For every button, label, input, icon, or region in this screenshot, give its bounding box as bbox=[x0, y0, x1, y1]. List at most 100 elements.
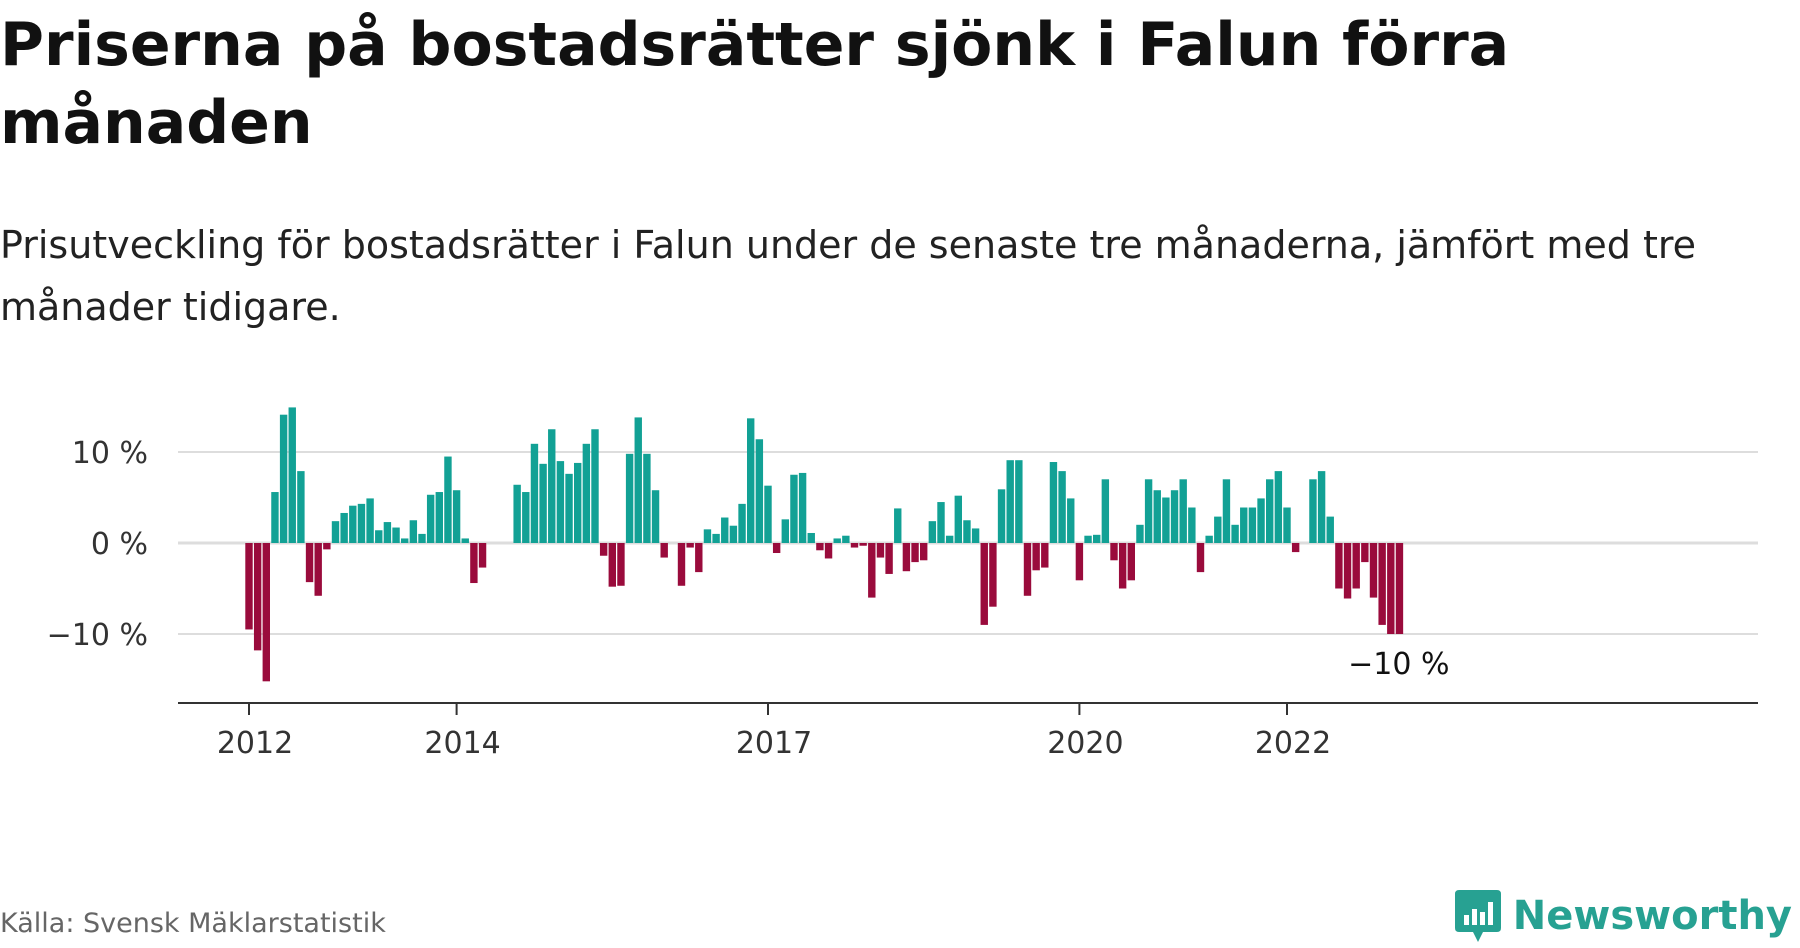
bar bbox=[876, 543, 885, 558]
bar bbox=[253, 543, 262, 651]
x-tick-label: 2022 bbox=[1255, 726, 1331, 761]
bar bbox=[695, 543, 703, 573]
bar bbox=[781, 519, 789, 543]
x-tick-label: 2014 bbox=[424, 726, 500, 761]
bar bbox=[513, 484, 521, 543]
bar bbox=[954, 495, 962, 543]
y-axis-labels: 10 % 0 % −10 % bbox=[47, 436, 148, 653]
bar bbox=[1075, 543, 1084, 581]
bar bbox=[323, 543, 331, 550]
bar bbox=[349, 505, 357, 543]
bar bbox=[452, 490, 461, 543]
bar bbox=[920, 543, 928, 561]
y-tick-label: −10 % bbox=[47, 618, 148, 653]
bar bbox=[911, 543, 919, 563]
bar bbox=[1274, 471, 1283, 543]
bar bbox=[824, 543, 833, 559]
x-tick-label: 2020 bbox=[1047, 726, 1123, 761]
bar bbox=[1266, 479, 1274, 543]
bar bbox=[902, 543, 911, 572]
bar bbox=[426, 494, 435, 543]
bar bbox=[712, 533, 720, 543]
bar bbox=[1257, 498, 1265, 543]
x-tick-label: 2017 bbox=[736, 726, 812, 761]
bar bbox=[1387, 543, 1395, 634]
bar bbox=[1110, 543, 1118, 561]
bar bbox=[1240, 507, 1248, 543]
bar bbox=[1032, 543, 1040, 571]
bar bbox=[1361, 543, 1369, 563]
y-tick-label: 10 % bbox=[72, 436, 148, 471]
bar bbox=[556, 461, 565, 543]
bar bbox=[314, 543, 322, 596]
bar bbox=[738, 503, 746, 543]
bar bbox=[1136, 524, 1144, 543]
bar bbox=[1101, 479, 1110, 543]
bar bbox=[980, 543, 988, 625]
brand-name: Newsworthy bbox=[1512, 893, 1792, 939]
bar bbox=[677, 543, 686, 586]
bar-chart-speech-bubble-icon bbox=[1454, 890, 1501, 942]
bar bbox=[1084, 535, 1092, 543]
bar bbox=[297, 471, 305, 543]
bar bbox=[816, 543, 824, 551]
source-note: Källa: Svensk Mäklarstatistik bbox=[0, 908, 386, 939]
bar bbox=[790, 474, 798, 543]
bar bbox=[772, 543, 781, 554]
bar bbox=[530, 443, 539, 543]
bar bbox=[401, 538, 409, 543]
bar bbox=[651, 490, 660, 543]
bar bbox=[989, 543, 997, 607]
bar bbox=[279, 414, 288, 543]
bar bbox=[1214, 516, 1222, 543]
bar bbox=[1317, 471, 1326, 543]
bar bbox=[617, 543, 625, 586]
bar bbox=[1041, 543, 1049, 568]
bar bbox=[1058, 471, 1066, 543]
bar bbox=[331, 521, 340, 543]
bar bbox=[798, 472, 807, 543]
bar bbox=[375, 530, 383, 543]
bar bbox=[686, 543, 694, 548]
bar bbox=[1170, 490, 1179, 543]
bar bbox=[643, 453, 651, 543]
bar bbox=[894, 508, 902, 543]
bar bbox=[288, 407, 296, 543]
bar bbox=[461, 538, 469, 543]
bar bbox=[729, 525, 738, 543]
bar bbox=[599, 543, 608, 556]
bar bbox=[262, 543, 270, 682]
bar bbox=[478, 543, 487, 568]
bar bbox=[1395, 543, 1404, 634]
bar bbox=[937, 502, 945, 543]
bar bbox=[591, 429, 599, 543]
bar bbox=[963, 520, 971, 543]
bar bbox=[383, 522, 392, 543]
bars bbox=[245, 407, 1404, 682]
bar bbox=[418, 533, 426, 543]
bar bbox=[928, 521, 937, 543]
bar bbox=[357, 503, 366, 543]
bar bbox=[945, 535, 954, 543]
bar bbox=[1343, 543, 1352, 599]
bar bbox=[625, 453, 634, 543]
bar bbox=[340, 512, 348, 543]
bar bbox=[271, 492, 279, 543]
bar bbox=[582, 443, 591, 543]
bar bbox=[470, 543, 478, 584]
bar bbox=[721, 517, 729, 543]
bar bbox=[660, 543, 668, 558]
bar bbox=[366, 498, 374, 543]
bar bbox=[1283, 507, 1291, 543]
bar bbox=[755, 439, 764, 543]
bar bbox=[842, 535, 850, 543]
bar bbox=[1049, 462, 1058, 543]
brand-logo[interactable]: Newsworthy bbox=[1453, 888, 1792, 944]
bar bbox=[435, 492, 443, 543]
bar bbox=[1326, 516, 1334, 543]
bar bbox=[1006, 460, 1014, 543]
bar bbox=[409, 520, 418, 543]
bar bbox=[1222, 479, 1231, 543]
bar bbox=[971, 528, 980, 543]
bar bbox=[1335, 543, 1343, 589]
